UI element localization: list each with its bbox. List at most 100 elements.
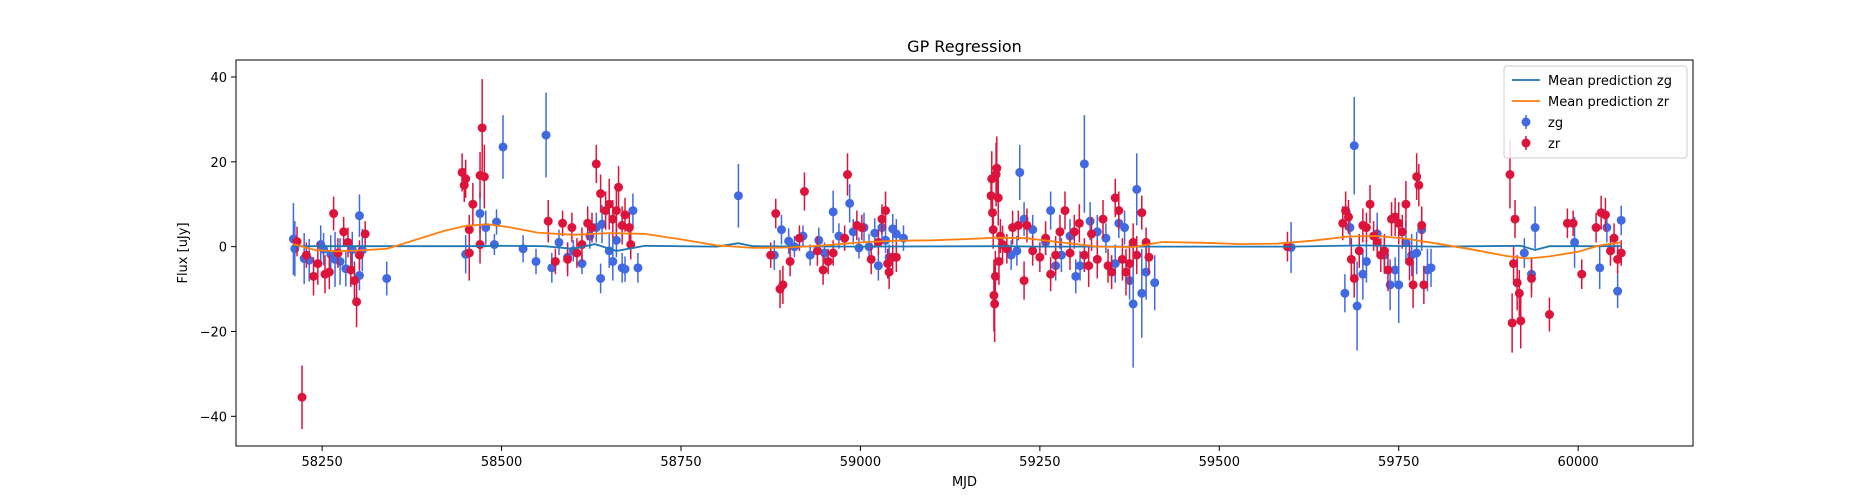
data-point <box>1383 265 1393 275</box>
data-point <box>1137 288 1147 298</box>
data-point <box>1600 210 1610 220</box>
data-point <box>1132 250 1142 260</box>
data-point <box>475 209 485 219</box>
data-point <box>1065 248 1075 258</box>
data-point <box>854 243 864 253</box>
data-point <box>301 250 311 260</box>
data-point <box>733 191 743 201</box>
data-point <box>994 256 1004 266</box>
data-point <box>1028 246 1038 256</box>
data-point <box>992 163 1002 173</box>
data-point <box>1361 256 1371 266</box>
data-point <box>1144 252 1154 262</box>
x-tick-label: 58500 <box>481 455 522 470</box>
data-point <box>776 225 786 235</box>
data-point <box>309 271 319 281</box>
data-point <box>329 209 339 219</box>
data-point <box>479 172 489 182</box>
y-tick-label: 40 <box>210 71 227 86</box>
data-point <box>1385 280 1395 290</box>
data-point <box>988 225 998 235</box>
data-point <box>1516 316 1526 326</box>
data-point <box>572 248 582 258</box>
data-point <box>843 170 853 180</box>
data-point <box>1110 193 1120 203</box>
data-point <box>888 224 898 234</box>
data-point <box>993 193 1003 203</box>
data-point <box>1568 218 1578 228</box>
x-tick-label: 60000 <box>1557 455 1598 470</box>
data-point <box>347 245 357 255</box>
data-point <box>1060 206 1070 216</box>
data-point <box>995 231 1005 241</box>
data-point <box>1015 167 1025 177</box>
data-point <box>1530 223 1540 233</box>
data-point <box>614 182 624 192</box>
data-point <box>1150 278 1160 288</box>
data-point <box>1121 267 1131 277</box>
data-point <box>477 123 487 133</box>
data-point <box>611 235 621 245</box>
x-tick-label: 58250 <box>301 455 342 470</box>
data-point <box>608 214 618 224</box>
data-point <box>1114 206 1124 216</box>
chart-title: GP Regression <box>907 37 1022 56</box>
data-point <box>1397 227 1407 237</box>
data-point <box>461 174 471 184</box>
series-zr <box>292 79 1626 430</box>
data-point <box>1110 259 1120 269</box>
data-point <box>1591 223 1601 233</box>
data-point <box>633 263 643 273</box>
data-point <box>1512 278 1522 288</box>
data-point <box>324 267 334 277</box>
data-point <box>620 210 630 220</box>
legend-label: zr <box>1548 137 1561 152</box>
x-axis-label: MJD <box>952 475 977 490</box>
data-point <box>339 227 349 237</box>
data-point <box>1128 299 1138 309</box>
data-point <box>1352 301 1362 311</box>
data-point <box>1120 223 1130 233</box>
data-point <box>1074 218 1084 228</box>
data-point <box>884 267 894 277</box>
data-point <box>585 231 595 241</box>
legend: Mean prediction zg Mean prediction zr zg zr <box>1503 65 1688 159</box>
data-point <box>1079 250 1089 260</box>
data-point <box>873 261 883 271</box>
data-point <box>1505 170 1515 180</box>
legend-box <box>1503 65 1688 159</box>
data-point <box>354 211 364 221</box>
data-point <box>352 297 362 307</box>
data-point <box>1613 286 1623 296</box>
data-point <box>1098 214 1108 224</box>
data-point <box>475 240 485 250</box>
x-tick-label: 59750 <box>1378 455 1419 470</box>
data-point <box>828 248 838 258</box>
data-point <box>1412 248 1422 258</box>
data-point <box>1349 141 1359 151</box>
data-point <box>591 159 601 169</box>
data-point <box>1519 248 1529 258</box>
data-point <box>1417 220 1427 230</box>
data-point <box>881 235 891 245</box>
data-point <box>313 259 323 269</box>
data-point <box>1349 273 1359 283</box>
data-point <box>1390 265 1400 275</box>
data-point <box>881 206 891 216</box>
data-point <box>784 236 794 246</box>
data-point <box>382 273 392 283</box>
data-point <box>1075 261 1085 271</box>
data-point <box>814 235 824 245</box>
data-point <box>554 237 564 247</box>
data-point <box>794 233 804 243</box>
data-point <box>812 246 822 256</box>
data-point <box>799 186 809 196</box>
y-axis-label: Flux [uJy] <box>176 222 191 283</box>
legend-item: zg <box>1521 115 1563 131</box>
data-point <box>785 256 795 266</box>
data-point <box>1107 267 1117 277</box>
data-point <box>531 256 541 266</box>
data-point <box>778 280 788 290</box>
data-point <box>604 199 614 209</box>
